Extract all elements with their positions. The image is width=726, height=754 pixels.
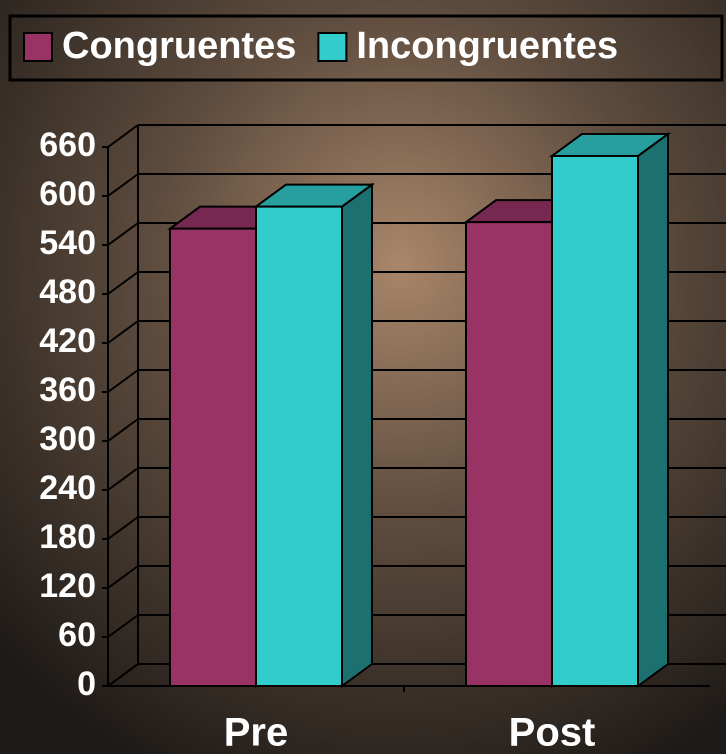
bar-front xyxy=(256,207,342,686)
bar-side xyxy=(638,134,668,686)
y-tick-label: 600 xyxy=(39,175,96,213)
y-tick-label: 420 xyxy=(39,322,96,360)
y-tick-label: 660 xyxy=(39,126,96,164)
y-tick-label: 480 xyxy=(39,273,96,311)
x-tick-label: Pre xyxy=(224,711,289,754)
legend-swatch xyxy=(318,33,346,61)
chart: Congruentes Incongruentes 0 60 120 180 240 300… xyxy=(0,0,726,754)
bar-front xyxy=(170,229,256,686)
y-tick-label: 0 xyxy=(77,665,96,703)
y-tick-label: 240 xyxy=(39,469,96,507)
bar xyxy=(552,134,668,686)
y-tick-label: 300 xyxy=(39,420,96,458)
bar-front xyxy=(466,222,552,686)
legend-label: Incongruentes xyxy=(356,25,618,67)
bar-front xyxy=(552,156,638,686)
bar xyxy=(256,185,372,686)
legend-swatch xyxy=(24,33,52,61)
y-tick-label: 540 xyxy=(39,224,96,262)
y-tick-label: 60 xyxy=(58,616,96,654)
bar-side xyxy=(342,185,372,686)
y-tick-label: 180 xyxy=(39,518,96,556)
y-tick-label: 120 xyxy=(39,567,96,605)
x-tick-label: Post xyxy=(509,711,596,754)
y-tick-label: 360 xyxy=(39,371,96,409)
legend-label: Congruentes xyxy=(62,25,296,67)
